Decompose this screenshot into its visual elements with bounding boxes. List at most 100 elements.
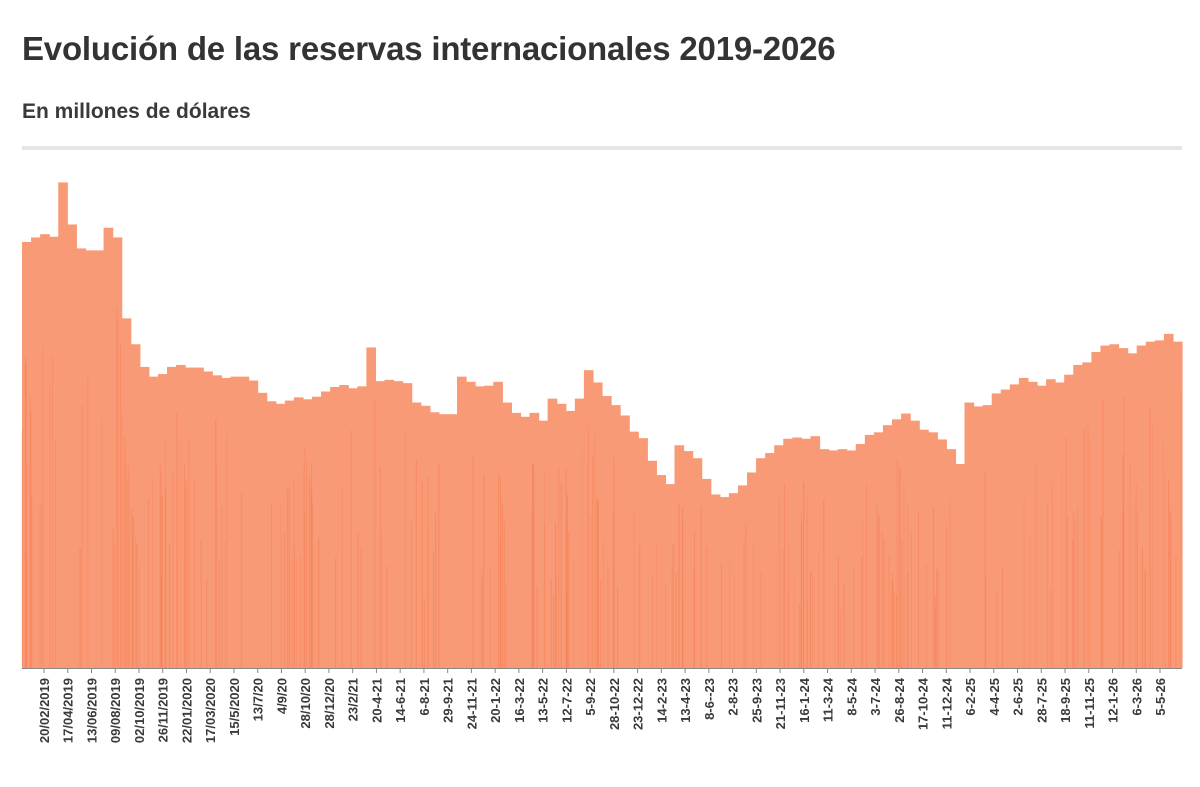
x-tick-label: 11-3-24 (821, 677, 836, 722)
x-tick-label: 5-9-22 (583, 678, 598, 716)
bar (1000, 389, 1011, 668)
bar (1127, 353, 1138, 668)
x-tick-label: 4-4-25 (987, 678, 1002, 716)
x-tick-label: 2-8-23 (726, 678, 741, 716)
bar (148, 376, 159, 669)
bar (529, 412, 540, 668)
x-tick-label: 3-7-24 (868, 677, 883, 715)
bar (185, 367, 195, 668)
x-tick-label: 8-6--23 (702, 678, 717, 720)
bar (402, 383, 413, 668)
bar (167, 366, 177, 668)
bar (774, 445, 784, 668)
bar (475, 386, 485, 668)
x-tick-label: 21-11-23 (773, 678, 788, 729)
bar (864, 434, 875, 668)
bar (466, 381, 476, 668)
bar (656, 475, 667, 668)
bar (121, 318, 132, 668)
bar (892, 419, 902, 668)
x-tick-label: 16-3-22 (512, 678, 527, 723)
bar (629, 431, 639, 668)
x-tick-label: 13/06/2019 (84, 678, 99, 743)
x-tick-label: 23/2/21 (346, 678, 361, 721)
bar (457, 376, 467, 669)
bar (511, 412, 522, 668)
bar (855, 443, 866, 668)
bar (339, 385, 349, 668)
bar (411, 402, 422, 668)
bar (157, 374, 168, 668)
bar (710, 494, 721, 668)
bar (429, 412, 440, 668)
x-tick-label: 14-6-21 (393, 678, 408, 723)
bar (547, 398, 558, 668)
x-tick-label: 17/03/2020 (203, 678, 218, 743)
bar (756, 458, 766, 668)
bar (203, 371, 213, 668)
bar (982, 405, 993, 668)
bar (665, 484, 676, 668)
bar (964, 402, 975, 668)
bar (955, 464, 966, 668)
bar (946, 449, 957, 668)
bar (1136, 345, 1147, 668)
bar (302, 399, 313, 668)
bar (420, 405, 431, 668)
x-tick-label: 28-7-25 (1034, 678, 1049, 723)
bar (22, 241, 32, 668)
x-tick-label: 4/9/20 (274, 678, 289, 714)
x-tick-label: 13-5-22 (536, 678, 551, 723)
chart-subtitle: En millones de dólares (22, 100, 251, 123)
bar (1046, 379, 1056, 668)
bar (846, 450, 857, 668)
bar (239, 376, 250, 669)
bar (112, 237, 123, 668)
bar (85, 250, 96, 669)
bar (792, 437, 802, 668)
bar (538, 420, 549, 668)
bar (357, 386, 367, 668)
bar (801, 438, 812, 668)
bar (348, 388, 358, 668)
x-axis-ticks-group: 20/02/2019 17/04/2019 13/06/2019 09/08/2019… (37, 668, 1168, 743)
x-tick-label: 13-4-23 (678, 678, 693, 723)
x-tick-label: 29-9-21 (441, 678, 456, 723)
bar (747, 472, 757, 668)
bar (212, 375, 222, 668)
bar (973, 406, 984, 668)
bar (31, 237, 41, 668)
bar (1009, 384, 1020, 668)
bar (611, 405, 621, 668)
x-tick-label: 28-10-22 (607, 678, 622, 730)
bar (620, 415, 630, 668)
bar (828, 450, 839, 668)
x-tick-label: 11-11-25 (1082, 678, 1097, 729)
x-tick-label: 15/5/2020 (227, 678, 242, 736)
bar (366, 347, 377, 668)
bar (583, 370, 594, 668)
x-tick-label: 09/08/2019 (108, 678, 123, 743)
bar (701, 478, 712, 668)
x-tick-label: 6-8-21 (417, 678, 432, 716)
bar (592, 382, 603, 668)
bar (910, 420, 920, 668)
x-tick-label: 24-11-21 (464, 678, 479, 729)
x-tick-label: 02/10/2019 (132, 678, 147, 743)
bar (1109, 344, 1120, 668)
bar (130, 344, 141, 668)
chart-title: Evolución de las reservas internacionale… (22, 30, 836, 67)
x-tick-label: 20-1-22 (488, 678, 503, 723)
x-tick-label: 8-5-24 (844, 677, 859, 715)
bar (737, 485, 748, 668)
x-tick-label: 22/01/2020 (179, 678, 194, 743)
x-tick-label: 6-3-26 (1129, 678, 1144, 716)
x-tick-label: 25-9-23 (749, 678, 764, 723)
bar (221, 377, 232, 668)
x-tick-label: 12-1-26 (1106, 678, 1121, 723)
bar (40, 234, 50, 668)
bar (1154, 340, 1165, 668)
x-tick-label: 2-6-25 (1011, 678, 1026, 716)
bar (484, 385, 494, 668)
